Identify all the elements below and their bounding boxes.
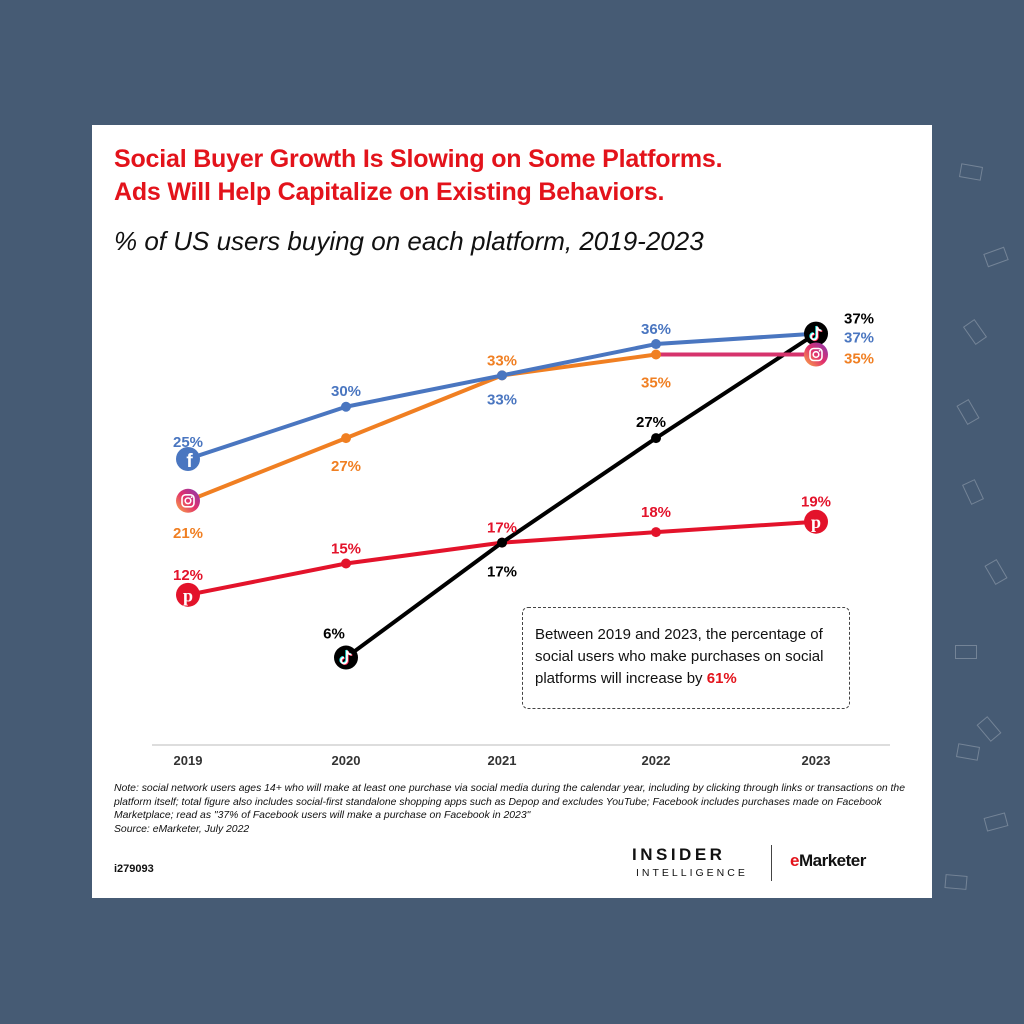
data-label-tiktok: 37% [844,311,874,328]
decoration-rect [983,812,1009,832]
data-label-tiktok: 17% [487,564,517,581]
data-label-instagram: 35% [641,375,671,392]
decoration-rect [984,558,1008,586]
data-label-tiktok: 6% [323,626,345,643]
data-point-facebook [651,339,661,350]
decoration-rect [976,716,1002,742]
data-point-facebook [497,370,507,381]
facebook-icon: f [176,447,200,472]
emarketer-logo-rest: Marketer [798,851,866,870]
pinterest-icon: p [804,509,828,534]
brand-divider [771,845,772,881]
pinterest-icon: p [176,582,200,607]
data-label-facebook: 30% [331,383,361,400]
data-point-instagram [341,433,351,444]
emarketer-logo: eMarketer [790,851,866,871]
brand-intelligence: INTELLIGENCE [636,867,748,879]
data-label-instagram: 35% [844,351,874,368]
decoration-rect [962,479,984,505]
data-point-tiktok [497,537,507,548]
data-label-facebook: 36% [641,321,671,338]
data-point-pinterest [651,527,661,538]
svg-text:p: p [183,585,193,605]
data-label-facebook: 33% [487,391,517,408]
instagram-icon [804,342,828,367]
line-chart: p p f 12% 15% 17% 18% 19% 6% 17% 27% 37% 21% 27% 33% 3… [152,311,890,768]
tiktok-icon [334,645,358,670]
data-point-facebook [341,401,351,412]
data-point-instagram [651,349,661,360]
chart-title-line2: Ads Will Help Capitalize on Existing Beh… [114,178,665,206]
icon-layer: p p f [176,321,828,670]
decoration-rect [962,318,988,346]
data-label-instagram: 21% [173,525,203,542]
svg-text:f: f [186,451,193,472]
source-text: Source: eMarketer, July 2022 [114,823,250,835]
brand-insider: INSIDER [632,845,726,864]
callout-box: Between 2019 and 2023, the percentage of… [522,607,850,709]
decoration-rect [955,743,981,761]
chart-card: Social Buyer Growth Is Slowing on Some P… [92,125,932,898]
decoration-rect [956,398,980,426]
data-label-pinterest: 18% [641,504,671,521]
series-line-tiktok [344,331,818,660]
x-tick-label: 2022 [642,753,671,768]
emarketer-logo-e: e [790,851,799,870]
chart-id: i279093 [114,863,154,875]
chart-note: Note: social network users ages 14+ who … [114,782,914,836]
data-point-tiktok [651,433,661,444]
decoration-rect [944,874,968,890]
data-label-instagram: 27% [331,458,361,475]
data-label-pinterest: 15% [331,541,361,558]
svg-text:p: p [811,512,821,532]
data-label-pinterest: 17% [487,520,517,537]
decoration-rect [983,246,1009,268]
data-label-facebook: 25% [173,434,203,451]
data-point-pinterest [341,558,351,569]
x-tick-label: 2019 [174,753,203,768]
label-layer: 12% 15% 17% 18% 19% 6% 17% 27% 37% 21% 27% 33% 35% 35… [173,311,874,643]
data-label-instagram: 33% [487,352,517,369]
x-tick-label: 2020 [332,753,361,768]
decoration-rect [958,163,984,181]
data-label-pinterest: 19% [801,494,831,511]
x-tick-label: 2021 [488,753,517,768]
callout-highlight: 61% [706,670,737,687]
callout-body: Between 2019 and 2023, the percentage of… [535,626,824,687]
data-label-facebook: 37% [844,330,874,347]
series-layer [186,328,821,660]
note-text: Note: social network users ages 14+ who … [114,783,905,821]
x-axis-ticks: 2019 2020 2021 2022 2023 [174,753,831,768]
callout-text: Between 2019 and 2023, the percentage of… [535,624,845,690]
decoration-rect [955,645,977,659]
x-tick-label: 2023 [802,753,831,768]
instagram-icon [176,488,200,513]
data-label-tiktok: 27% [636,414,666,431]
chart-title-line1: Social Buyer Growth Is Slowing on Some P… [114,145,723,173]
chart-subtitle: % of US users buying on each platform, 2… [114,226,704,256]
tiktok-icon [804,321,828,346]
data-label-pinterest: 12% [173,567,203,584]
